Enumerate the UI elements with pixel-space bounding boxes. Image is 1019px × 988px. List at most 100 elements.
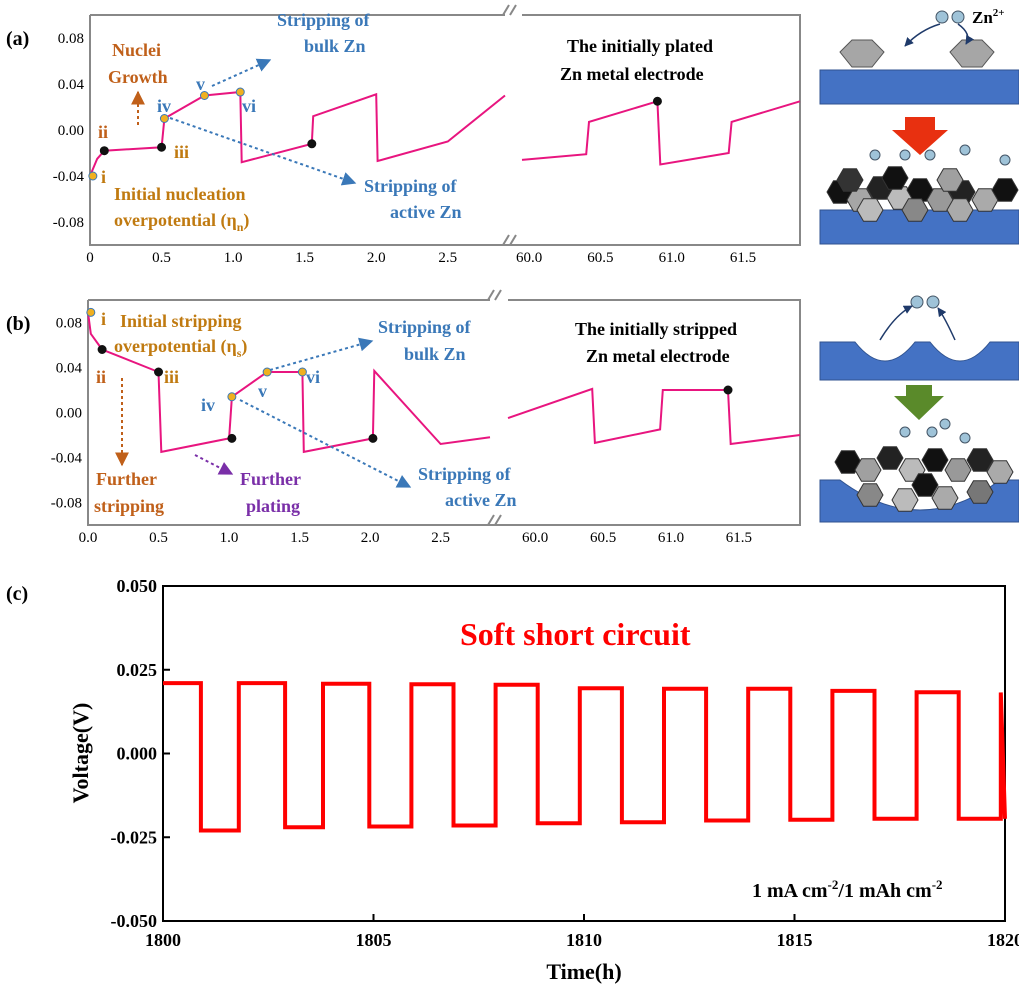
zn-hex-crystal	[936, 168, 964, 192]
zn-hex-crystal	[891, 488, 919, 512]
zn-hex-crystal	[966, 480, 994, 504]
panel-a-marker	[159, 114, 169, 123]
panel-a-xtick: 1.5	[295, 250, 314, 266]
panel-a-marker	[307, 139, 317, 149]
panel-a-title-2: Zn metal electrode	[560, 64, 704, 84]
panel-a-init-label-2: overpotential (ηn)	[114, 210, 249, 234]
panel-b-further-strip-1: Further	[96, 469, 157, 489]
panel-a-xtick: 60.0	[516, 250, 542, 266]
panel-a-marker	[99, 146, 109, 156]
zn-hex-crystal	[966, 448, 994, 472]
panel-b-xtick: 61.0	[658, 530, 684, 546]
panel-a-point-vi: vi	[242, 96, 256, 116]
panel-a-init-label-1: Initial nucleation	[114, 184, 246, 204]
panel-b-point-i: i	[101, 309, 106, 329]
panel-a-ytick: -0.04	[53, 169, 85, 185]
panel-b-active-label-1: Stripping of	[418, 464, 512, 484]
panel-b-point-vi: vi	[306, 367, 320, 387]
panel-c-voltage-trace	[163, 681, 1007, 833]
panel-b-xtick: 60.0	[522, 530, 548, 546]
panel-a-nuclei-label: Nuclei	[112, 40, 161, 60]
zn-hex-crystal	[836, 168, 864, 192]
panel-a-xtick: 1.0	[224, 250, 243, 266]
panel-a-ytick: -0.08	[53, 215, 84, 231]
zn-ion	[959, 144, 971, 156]
pitted-electrode-bottom	[819, 479, 1019, 523]
panel-a-xtick: 61.5	[730, 250, 756, 266]
zn-hex-crystal	[986, 460, 1014, 484]
panel-a-ytick: 0.08	[58, 31, 84, 47]
panel-a-markers	[88, 87, 662, 181]
zn-ion	[899, 426, 911, 438]
panel-b-xtick: 60.5	[590, 530, 616, 546]
panel-b-xtick: 0.0	[79, 530, 98, 546]
panel-b-voltage-trace	[87, 312, 801, 454]
panel-c-condition: 1 mA cm-2/1 mAh cm-2	[752, 877, 943, 902]
panel-a-xtick: 2.0	[367, 250, 386, 266]
panel-b-axis-break	[487, 289, 502, 526]
panel-a-active-arrow	[169, 117, 357, 186]
zn-nucleus-right	[949, 39, 995, 68]
panel-b-bulk-label-2: bulk Zn	[404, 344, 466, 364]
ion-path-4	[937, 307, 956, 341]
panel-a-point-v: v	[196, 74, 205, 94]
panel-c-xticks: 1800 1805 1810 1815 1820	[145, 914, 1019, 950]
panel-b-ytick: 0.00	[56, 406, 82, 422]
panel-b-further-plate-2: plating	[246, 496, 300, 516]
pitted-electrode-top	[819, 341, 1019, 381]
panel-c-xtick: 1810	[566, 930, 602, 950]
green-down-arrow	[894, 385, 944, 420]
panel-b: (b) 0.08 0.04 0.00 -0.04 -0.08 0.0 0.5 1.0 1.5 2…	[6, 289, 1019, 546]
panel-a-point-iv: iv	[157, 96, 171, 116]
panel-c-yticks: 0.050 0.025 0.000 -0.025 -0.050	[111, 576, 170, 931]
panel-b-xticks: 0.0 0.5 1.0 1.5 2.0 2.5 60.0 60.5 61.0 61.5	[79, 530, 752, 546]
panel-b-further-strip-2: stripping	[94, 496, 164, 516]
panel-b-point-v: v	[258, 381, 267, 401]
zn-ion	[926, 426, 938, 438]
panel-a-marker	[652, 96, 662, 106]
panel-b-ytick: -0.04	[51, 451, 83, 467]
panel-a-title-1: The initially plated	[567, 36, 713, 56]
panel-a: (a) 0.08 0.04 0.00 -0.04 -0.08 0 0.5 1.0 1.5 2.0…	[6, 4, 1019, 266]
panel-c-label: (c)	[6, 583, 28, 605]
panel-a-yticks: 0.08 0.04 0.00 -0.04 -0.08	[53, 31, 85, 231]
ion-path-1	[904, 23, 941, 47]
panel-b-title-1: The initially stripped	[575, 319, 737, 339]
panel-c-ytick: 0.000	[117, 744, 158, 764]
panel-b-xtick: 2.0	[361, 530, 380, 546]
ion-path-3	[879, 305, 913, 341]
panel-c-xtick: 1800	[145, 930, 181, 950]
panel-b-marker	[227, 433, 237, 443]
panel-c-ytick: 0.050	[117, 576, 158, 596]
panel-a-point-iii: iii	[174, 142, 189, 162]
ion-path-2	[957, 23, 975, 45]
panel-b-xtick: 1.0	[220, 530, 239, 546]
zn-hex-crystal	[991, 178, 1019, 202]
zn-ion	[999, 154, 1011, 166]
panel-b-xtick: 61.5	[726, 530, 752, 546]
panel-b-init-label-2: overpotential (ηs)	[114, 336, 247, 360]
panel-b-marker	[86, 307, 96, 317]
panel-b-active-arrow	[239, 399, 412, 488]
panel-a-xtick: 60.5	[587, 250, 613, 266]
zn-hex-crystal	[971, 188, 999, 212]
zn-ion-1	[935, 10, 949, 24]
zn-hex-crystal	[931, 486, 959, 510]
panel-b-xtick: 2.5	[431, 530, 450, 546]
zn-ion	[924, 149, 936, 161]
panel-a-marker	[235, 87, 245, 97]
panel-b-init-label-1: Initial stripping	[120, 311, 242, 331]
zn-ion	[869, 149, 881, 161]
panel-b-ytick: 0.04	[56, 361, 83, 377]
panel-a-xtick: 0	[86, 250, 94, 266]
panel-a-point-ii: ii	[98, 122, 108, 142]
panel-b-bulk-label-1: Stripping of	[378, 317, 472, 337]
panel-b-xtick: 0.5	[149, 530, 168, 546]
panel-a-xticks: 0 0.5 1.0 1.5 2.0 2.5 60.0 60.5 61.0 61.5	[86, 250, 756, 266]
zn-ion	[959, 432, 971, 444]
panel-a-active-label-2: active Zn	[390, 202, 462, 222]
panel-b-marker	[297, 367, 307, 377]
plated-schematic: Zn2+	[819, 7, 1019, 245]
panel-a-axis-break	[502, 4, 517, 246]
